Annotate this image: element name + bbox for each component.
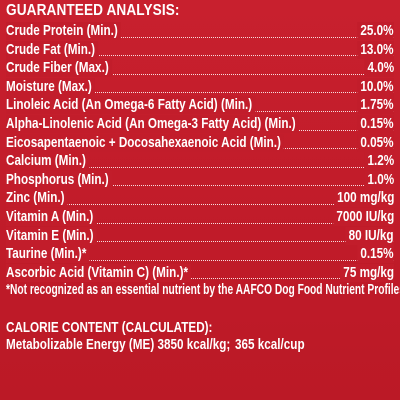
nutrient-label: Crude Fat (Min.) xyxy=(6,40,99,59)
nutrient-value: 10.0% xyxy=(357,77,394,96)
analysis-row: Crude Fat (Min.) 13.0% xyxy=(6,40,394,60)
nutrient-value: 0.05% xyxy=(357,133,394,152)
calorie-content-line: Metabolizable Energy (ME) 3850 kcal/kg; 3… xyxy=(6,336,309,353)
calorie-content-heading: CALORIE CONTENT (CALCULATED): xyxy=(6,319,213,337)
dot-leader xyxy=(6,55,394,57)
nutrient-label: Zinc (Min.) xyxy=(6,189,68,208)
dot-leader xyxy=(6,241,394,243)
nutrient-value: 1.2% xyxy=(364,152,394,171)
nutrient-value: 100 mg/kg xyxy=(333,189,394,208)
dot-leader xyxy=(6,259,394,261)
nutrient-label: Crude Protein (Min.) xyxy=(6,22,121,40)
dot-leader xyxy=(6,92,394,94)
analysis-row: Vitamin A (Min.) 7000 IU/kg xyxy=(6,207,394,227)
nutrient-label: Crude Fiber (Max.) xyxy=(6,59,112,78)
nutrient-value: 13.0% xyxy=(357,40,394,59)
analysis-row: Eicosapentaenoic + Docosahexaenoic Acid … xyxy=(6,133,394,153)
analysis-row: Ascorbic Acid (Vitamin C) (Min.)* 75 mg/k… xyxy=(6,263,394,283)
analysis-heading: GUARANTEED ANALYSIS: xyxy=(6,2,180,19)
nutrient-label: Calcium (Min.) xyxy=(6,152,90,171)
nutrient-label: Taurine (Min.)* xyxy=(6,245,90,264)
dot-leader xyxy=(6,222,394,224)
analysis-row: Taurine (Min.)* 0.15% xyxy=(6,245,394,264)
metabolizable-energy-cup: 365 kcal/cup xyxy=(235,336,305,354)
metabolizable-energy-kg: Metabolizable Energy (ME) 3850 kcal/kg; xyxy=(6,336,231,354)
analysis-table: Crude Protein (Min.) 25.0% Crude Fat (Min.… xyxy=(6,22,394,282)
nutrient-label: Vitamin A (Min.) xyxy=(6,207,97,226)
nutrient-label: Alpha-Linolenic Acid (An Omega-3 Fatty A… xyxy=(6,114,299,133)
nutrient-label: Phosphorus (Min.) xyxy=(6,170,112,189)
analysis-row: Phosphorus (Min.) 1.0% xyxy=(6,170,394,190)
dot-leader xyxy=(6,166,394,168)
dot-leader xyxy=(6,203,394,205)
nutrient-value: 1.0% xyxy=(364,170,394,189)
dot-leader xyxy=(6,185,394,187)
nutrient-label: Eicosapentaenoic + Docosahexaenoic Acid … xyxy=(6,133,285,152)
nutrient-value: 0.15% xyxy=(357,245,394,264)
analysis-row: Crude Protein (Min.) 25.0% xyxy=(6,22,394,41)
nutrient-label: Linoleic Acid (An Omega-6 Fatty Acid) (M… xyxy=(6,96,256,115)
analysis-row: Calcium (Min.) 1.2% xyxy=(6,152,394,171)
nutrient-value: 1.75% xyxy=(357,96,394,115)
aafco-footnote: *Not recognized as an essential nutrient… xyxy=(6,282,400,299)
nutrient-value: 0.15% xyxy=(357,114,394,133)
nutrient-value: 80 IU/kg xyxy=(346,226,394,245)
nutrient-label: Ascorbic Acid (Vitamin C) (Min.)* xyxy=(6,263,192,282)
nutrient-value: 7000 IU/kg xyxy=(332,207,394,226)
dot-leader xyxy=(6,278,394,280)
nutrient-value: 25.0% xyxy=(357,22,394,40)
nutrient-label: Vitamin E (Min.) xyxy=(6,226,97,245)
analysis-row: Linoleic Acid (An Omega-6 Fatty Acid) (M… xyxy=(6,96,394,115)
analysis-row: Crude Fiber (Max.) 4.0% xyxy=(6,59,394,78)
nutrient-value: 75 mg/kg xyxy=(340,263,394,282)
nutrient-value: 4.0% xyxy=(364,59,394,78)
nutrient-label: Moisture (Max.) xyxy=(6,77,95,96)
dot-leader xyxy=(6,36,394,38)
analysis-row: Moisture (Max.) 10.0% xyxy=(6,77,394,97)
analysis-row: Alpha-Linolenic Acid (An Omega-3 Fatty A… xyxy=(6,114,394,134)
analysis-row: Vitamin E (Min.) 80 IU/kg xyxy=(6,226,394,246)
analysis-row: Zinc (Min.) 100 mg/kg xyxy=(6,189,394,208)
dot-leader xyxy=(6,73,394,75)
